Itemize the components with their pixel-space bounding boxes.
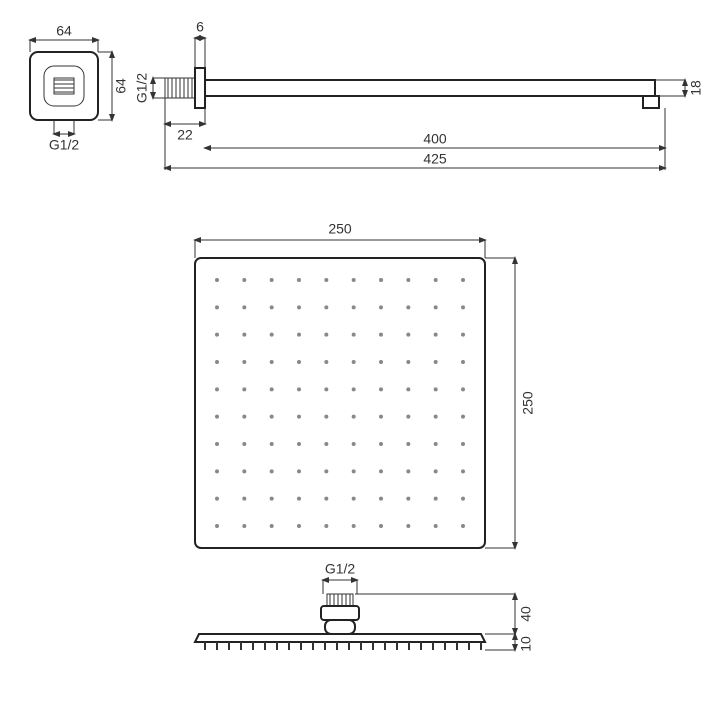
head-plate-dim: 10 [518, 636, 534, 652]
mount-height-dim: 64 [113, 78, 129, 94]
head-top-view: 250 250 [195, 221, 536, 548]
arm-thread-len-dim: 22 [177, 127, 193, 143]
arm-side-view: 6 G1/2 18 22 [134, 19, 704, 170]
head-height-dim: 250 [520, 391, 536, 415]
mount-front-view: 64 64 G1/2 [30, 23, 129, 153]
head-width-dim: 250 [328, 221, 352, 237]
nozzle-grid [215, 278, 465, 528]
arm-flange-dim: 6 [196, 19, 204, 35]
technical-drawing: 64 64 G1/2 6 [0, 0, 720, 720]
mount-thread-dim: G1/2 [49, 137, 80, 153]
arm-thread-dim: G1/2 [134, 73, 150, 104]
arm-height-dim: 18 [688, 80, 704, 96]
mount-width-dim: 64 [56, 23, 72, 39]
head-connector-dim: 40 [518, 606, 534, 622]
arm-inner-len-dim: 400 [423, 131, 447, 147]
head-side-view: G1/2 40 10 [195, 561, 534, 652]
arm-total-len-dim: 425 [423, 151, 447, 167]
head-thread-dim: G1/2 [325, 561, 356, 577]
